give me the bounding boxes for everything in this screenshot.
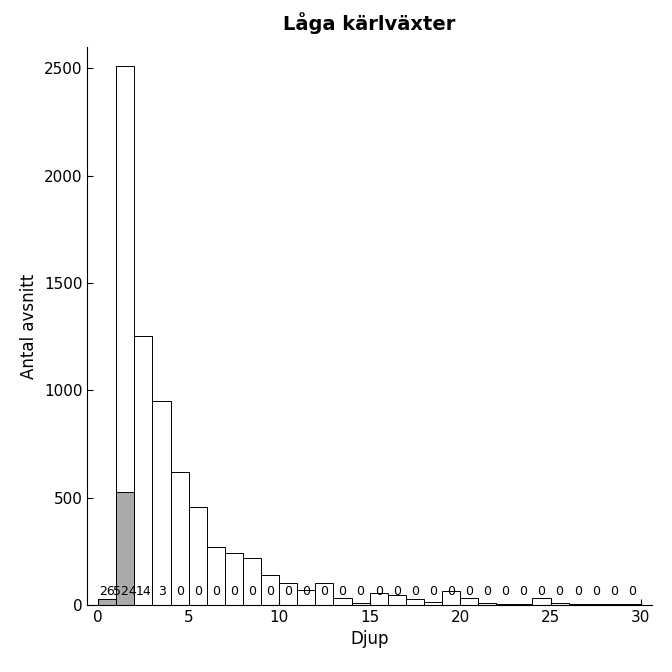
Bar — [478, 603, 496, 605]
Text: 0: 0 — [465, 585, 473, 598]
Text: 0: 0 — [501, 585, 509, 598]
Bar — [388, 595, 406, 605]
Text: 3: 3 — [158, 585, 165, 598]
Text: 0: 0 — [321, 585, 329, 598]
Title: Låga kärlväxter: Låga kärlväxter — [284, 12, 456, 34]
Text: 0: 0 — [447, 585, 455, 598]
Bar — [207, 547, 225, 605]
Bar — [98, 599, 116, 605]
Bar — [514, 603, 532, 605]
Bar — [225, 553, 243, 605]
Text: 0: 0 — [212, 585, 220, 598]
Bar — [496, 603, 514, 605]
Bar — [116, 493, 134, 605]
Bar — [351, 603, 370, 605]
Text: 0: 0 — [628, 585, 636, 598]
Text: 524: 524 — [114, 585, 137, 598]
Text: 0: 0 — [392, 585, 401, 598]
Text: 0: 0 — [538, 585, 546, 598]
Text: 0: 0 — [357, 585, 364, 598]
Text: 0: 0 — [266, 585, 274, 598]
Text: 0: 0 — [375, 585, 382, 598]
Text: 0: 0 — [429, 585, 437, 598]
Bar — [171, 472, 189, 605]
Text: 0: 0 — [556, 585, 564, 598]
Text: 0: 0 — [284, 585, 292, 598]
Bar — [189, 507, 207, 605]
Text: 0: 0 — [248, 585, 256, 598]
Bar — [532, 598, 550, 605]
Bar — [98, 599, 116, 605]
Bar — [623, 603, 641, 605]
Bar — [297, 590, 315, 605]
Bar — [315, 583, 333, 605]
Text: 0: 0 — [339, 585, 347, 598]
Text: 14: 14 — [136, 585, 151, 598]
Bar — [116, 67, 134, 605]
Bar — [134, 335, 153, 605]
Bar — [370, 593, 388, 605]
Bar — [587, 603, 605, 605]
Bar — [460, 598, 478, 605]
Text: 0: 0 — [519, 585, 528, 598]
Text: 0: 0 — [610, 585, 618, 598]
Bar — [442, 591, 460, 605]
Bar — [153, 401, 171, 605]
Bar — [569, 603, 587, 605]
Bar — [406, 599, 424, 605]
Text: 0: 0 — [483, 585, 491, 598]
Text: 0: 0 — [194, 585, 202, 598]
Bar — [261, 575, 279, 605]
X-axis label: Djup: Djup — [350, 630, 389, 648]
Bar — [550, 603, 569, 605]
Text: 0: 0 — [592, 585, 599, 598]
Text: 0: 0 — [175, 585, 183, 598]
Bar — [424, 601, 442, 605]
Y-axis label: Antal avsnitt: Antal avsnitt — [20, 274, 38, 378]
Text: 0: 0 — [574, 585, 582, 598]
Bar — [333, 598, 351, 605]
Text: 0: 0 — [411, 585, 419, 598]
Bar — [605, 603, 623, 605]
Bar — [279, 583, 297, 605]
Text: 0: 0 — [302, 585, 310, 598]
Text: 26: 26 — [99, 585, 115, 598]
Text: 0: 0 — [230, 585, 238, 598]
Bar — [243, 558, 261, 605]
